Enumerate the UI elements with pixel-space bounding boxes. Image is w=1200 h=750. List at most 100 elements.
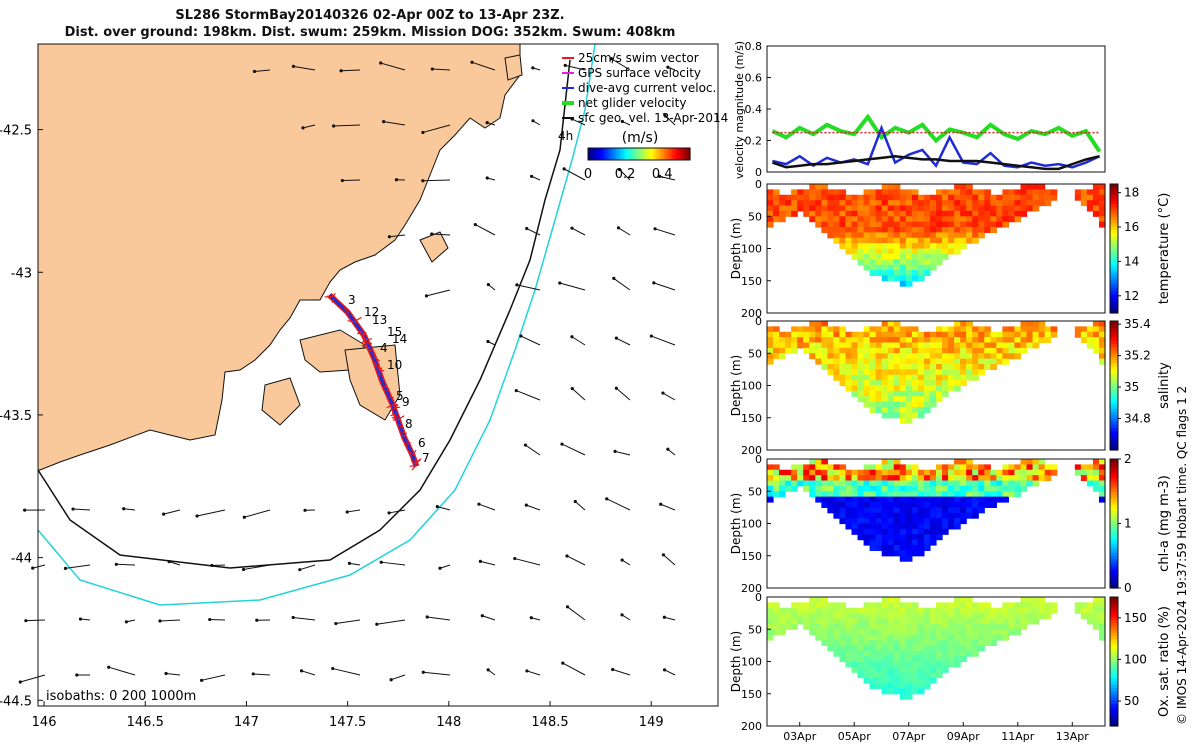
vector-arrow-head xyxy=(570,226,574,230)
footer-text: © IMOS 14-Apr-2024 19:37:59 Hobart time.… xyxy=(1175,386,1189,725)
heatmap-cell xyxy=(1038,200,1046,207)
heatmap-cell xyxy=(887,189,895,196)
heatmap-cell xyxy=(797,194,804,201)
vector-arrow-head xyxy=(347,561,352,565)
heatmap-cell xyxy=(905,645,913,652)
heatmap-cell xyxy=(960,475,967,482)
heatmap-cell xyxy=(773,342,780,349)
heatmap-cell xyxy=(1032,337,1040,344)
heatmap-cell xyxy=(929,518,937,525)
colorbar-cell xyxy=(680,148,683,160)
heatmap-cell xyxy=(893,184,901,190)
heatmap-cell xyxy=(779,618,786,625)
heatmap-cell xyxy=(887,210,895,217)
vector-arrow xyxy=(333,124,361,127)
heatmap-cell xyxy=(887,390,895,397)
heatmap-cell xyxy=(936,227,943,233)
heatmap-cell xyxy=(881,672,889,679)
heatmap-cell xyxy=(857,390,865,397)
heatmap-cell xyxy=(905,280,913,287)
colorbar-cell xyxy=(650,148,653,160)
vector-arrow xyxy=(301,670,316,676)
heatmap-cell xyxy=(887,369,895,376)
heatmap-cell xyxy=(863,629,871,636)
heatmap-cell xyxy=(1032,480,1040,487)
heatmap-cell xyxy=(996,331,1003,338)
vector-arrow xyxy=(32,564,46,569)
heatmap-cell xyxy=(1008,475,1016,482)
heatmap-cell xyxy=(942,237,949,244)
heatmap-cell xyxy=(954,210,961,217)
heatmap-cell xyxy=(1098,221,1106,228)
heatmap-cell xyxy=(875,358,883,365)
heatmap-cell xyxy=(905,396,913,403)
heatmap-cell xyxy=(905,407,913,413)
heatmap-cell xyxy=(929,194,937,201)
colorbar-tick-label: 150 xyxy=(1124,611,1147,625)
heatmap-cell xyxy=(972,602,979,609)
heatmap-cell xyxy=(1032,475,1040,482)
heatmap-cell xyxy=(899,326,907,333)
heatmap-cell xyxy=(929,369,937,376)
track-day-label: 14 xyxy=(392,332,407,346)
heatmap-cell xyxy=(984,623,991,630)
heatmap-cell xyxy=(893,459,901,465)
heatmap-cell xyxy=(917,640,925,646)
heatmap-cell xyxy=(972,496,979,503)
heatmap-cell xyxy=(1020,326,1028,333)
heatmap-cell xyxy=(863,259,871,266)
heatmap-cell xyxy=(833,496,841,503)
heatmap-cell xyxy=(923,645,931,652)
heatmap-cell xyxy=(966,364,973,370)
heatmap-cell xyxy=(984,337,991,344)
heatmap-cell xyxy=(960,496,967,503)
heatmap-cell xyxy=(984,227,991,233)
vector-arrow xyxy=(606,498,631,511)
vector-arrow xyxy=(163,509,181,515)
x-tick-label: 147 xyxy=(234,715,259,730)
heatmap-cell xyxy=(942,640,949,646)
x-tick-label: 11Apr xyxy=(1001,730,1035,743)
heatmap-cell xyxy=(815,491,822,498)
vector-arrow-head xyxy=(666,65,670,69)
heatmap-cell xyxy=(779,469,786,476)
heatmap-cell xyxy=(972,342,979,349)
heatmap-cell xyxy=(942,390,949,397)
heatmap-cell xyxy=(936,623,943,630)
heatmap-cell xyxy=(917,221,925,228)
heatmap-cell xyxy=(809,480,816,487)
colorbar-cell xyxy=(1110,690,1118,695)
heatmap-cell xyxy=(881,656,889,663)
heatmap-cell xyxy=(827,502,834,508)
heatmap-cell xyxy=(1020,469,1028,476)
heatmap-cell xyxy=(821,210,828,217)
heatmap-cell xyxy=(875,237,883,244)
heatmap-cell xyxy=(839,518,847,525)
heatmap-cell xyxy=(779,205,786,212)
heatmap-cell xyxy=(1026,475,1034,482)
heatmap-cell xyxy=(893,523,901,530)
heatmap-cell xyxy=(1002,347,1010,354)
heatmap-cell xyxy=(905,534,913,541)
heatmap-cell xyxy=(972,232,979,239)
colorbar-cell xyxy=(682,148,685,160)
heatmap-cell xyxy=(881,232,889,239)
heatmap-cell xyxy=(1008,342,1016,349)
heatmap-cell xyxy=(978,464,985,471)
heatmap-cell xyxy=(905,337,913,344)
heatmap-cell xyxy=(954,469,961,476)
heatmap-cell xyxy=(869,634,877,641)
heatmap-cell xyxy=(893,645,901,652)
heatmap-cell xyxy=(1032,597,1040,603)
heatmap-cell xyxy=(1098,216,1106,223)
heatmap-cell xyxy=(1020,597,1028,603)
heatmap-cell xyxy=(911,613,919,620)
heatmap-cell xyxy=(869,331,877,338)
heatmap-cell xyxy=(809,485,816,492)
heatmap-cell xyxy=(954,184,961,190)
heatmap-cell xyxy=(821,496,828,503)
heatmap-cell xyxy=(929,210,937,217)
heatmap-cell xyxy=(911,464,919,471)
heatmap-cell xyxy=(1026,184,1034,190)
heatmap-cell xyxy=(948,618,955,625)
